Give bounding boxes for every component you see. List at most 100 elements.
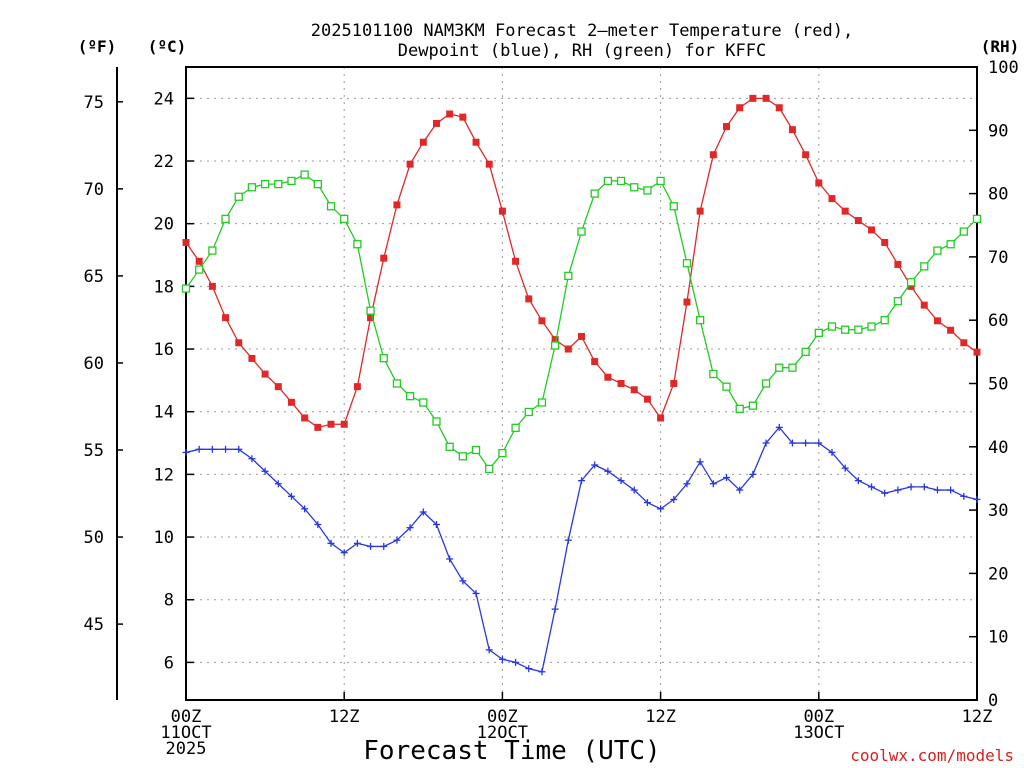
data-point	[247, 183, 257, 192]
data-point	[432, 119, 440, 127]
fahrenheit-tick-label: 75	[84, 93, 104, 113]
data-point	[617, 477, 625, 485]
rh-tick-label: 0	[988, 691, 998, 711]
data-point	[868, 483, 876, 491]
data-point	[235, 445, 243, 453]
data-point	[379, 354, 388, 363]
data-point	[326, 202, 336, 211]
rh-tick-label: 90	[988, 121, 1008, 141]
data-point	[643, 499, 651, 507]
x-tick-label: 00Z	[487, 707, 518, 727]
data-point	[630, 386, 638, 394]
data-point	[906, 278, 916, 287]
fahrenheit-tick-label: 55	[84, 441, 104, 461]
data-point	[182, 448, 190, 456]
data-point	[551, 605, 559, 613]
data-point	[960, 492, 968, 500]
data-point	[854, 217, 862, 225]
rh-tick-label: 100	[988, 58, 1019, 78]
series-line	[185, 97, 978, 429]
celsius-tick-label: 6	[164, 653, 174, 673]
data-point	[458, 452, 468, 461]
celsius-tick-label: 22	[154, 152, 174, 172]
data-point	[657, 414, 665, 422]
celsius-tick-label: 8	[164, 591, 174, 611]
data-point	[577, 227, 586, 236]
data-point	[788, 363, 797, 372]
data-point	[405, 392, 415, 401]
celsius-tick-label: 24	[154, 89, 174, 109]
data-point	[287, 176, 296, 186]
data-point	[550, 341, 560, 350]
data-point	[208, 445, 216, 453]
data-point	[353, 539, 361, 547]
data-point	[392, 379, 402, 388]
x-tick-label: 2025	[166, 739, 207, 759]
data-point	[459, 577, 467, 585]
celsius-axis-unit: (ºC)	[148, 37, 187, 56]
data-point	[894, 486, 902, 494]
data-point	[538, 317, 546, 325]
data-point	[802, 151, 810, 159]
data-point	[590, 189, 599, 198]
data-point	[432, 521, 440, 529]
data-point	[841, 325, 850, 334]
series-2-meter-temperature	[182, 94, 981, 431]
data-point	[669, 202, 678, 211]
grid-layer	[186, 67, 977, 700]
data-point	[735, 404, 744, 413]
celsius-tick-label: 16	[154, 340, 174, 360]
data-point	[591, 358, 599, 366]
data-point	[446, 110, 454, 118]
data-point	[841, 207, 849, 215]
data-point	[617, 380, 625, 387]
x-tick-label: 00Z	[171, 707, 202, 727]
data-point	[630, 486, 638, 494]
data-point	[182, 238, 190, 246]
data-point	[353, 383, 361, 391]
data-point	[947, 326, 955, 334]
data-point	[393, 201, 401, 209]
data-point	[367, 314, 375, 322]
x-axis-label: Forecast Time (UTC)	[363, 736, 660, 766]
data-point	[775, 423, 783, 431]
data-point	[472, 589, 480, 597]
data-point	[195, 445, 203, 453]
data-point	[353, 240, 362, 249]
data-point	[208, 282, 216, 290]
data-point	[828, 448, 836, 456]
tick-labels: 6 8 10 12 14 16 18 20 22 24 45 50 55 60 65 70 75 0 10 20 30 4…	[84, 58, 1019, 759]
data-point	[537, 398, 547, 407]
data-point	[564, 271, 573, 281]
fahrenheit-tick-label: 70	[84, 180, 104, 200]
data-point	[854, 477, 862, 485]
data-point	[524, 407, 533, 417]
celsius-tick-label: 18	[154, 277, 174, 297]
data-point	[300, 170, 309, 179]
data-point	[683, 298, 691, 306]
data-point	[670, 495, 678, 503]
data-point	[775, 104, 783, 112]
rh-tick-label: 40	[988, 438, 1008, 458]
data-point	[181, 284, 191, 293]
data-point	[709, 369, 718, 379]
fahrenheit-tick-label: 60	[84, 354, 104, 374]
data-point	[670, 380, 678, 387]
data-point	[445, 442, 454, 451]
data-point	[591, 461, 599, 469]
data-point	[248, 354, 256, 362]
data-point	[432, 417, 441, 426]
data-point	[972, 214, 982, 224]
data-point	[643, 186, 652, 195]
data-point	[827, 322, 837, 331]
data-point	[959, 227, 968, 236]
chart-title-line2: Dewpoint (blue), RH (green) for KFFC	[398, 41, 766, 61]
data-point	[788, 439, 796, 447]
data-point	[762, 94, 770, 102]
data-point	[274, 179, 283, 189]
data-point	[749, 470, 757, 478]
fahrenheit-tick-label: 50	[84, 528, 104, 548]
fahrenheit-axis-unit: (ºF)	[78, 37, 117, 56]
data-point	[498, 448, 507, 458]
